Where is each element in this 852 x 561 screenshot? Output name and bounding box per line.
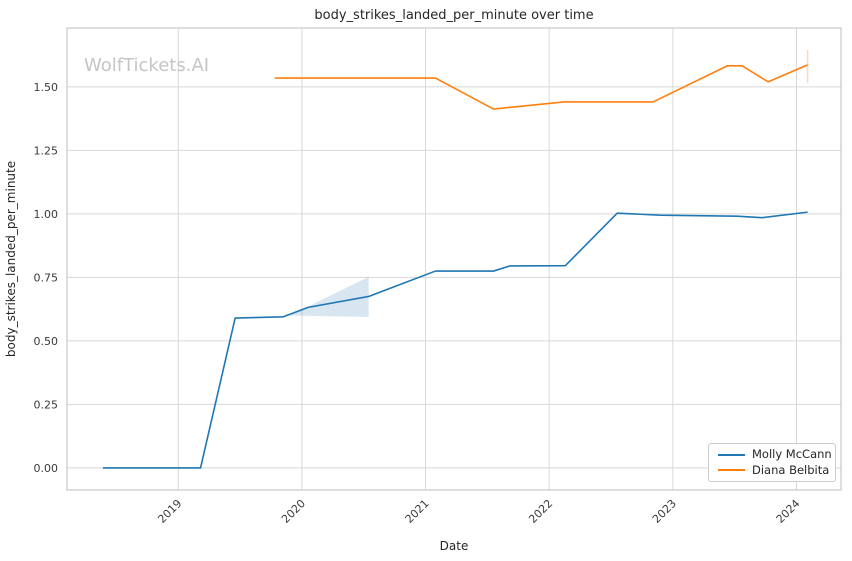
y-tick-label: 1.00 xyxy=(34,208,59,221)
legend-label: Diana Belbita xyxy=(752,462,830,477)
series-line-molly-mccann xyxy=(102,211,808,469)
legend: Molly McCann Diana Belbita xyxy=(708,443,836,482)
watermark: WolfTickets.AI xyxy=(84,55,209,76)
y-tick-label: 1.50 xyxy=(34,81,59,94)
y-tick-label: 0.00 xyxy=(34,462,59,475)
x-axis-label: Date xyxy=(440,539,469,553)
legend-line-swatch-orange xyxy=(718,469,745,472)
x-tick-label: 2022 xyxy=(526,497,555,526)
y-tick-label: 0.25 xyxy=(34,398,59,411)
chart-title: body_strikes_landed_per_minute over time xyxy=(314,8,593,23)
x-tick-label: 2020 xyxy=(279,497,308,526)
x-tick-label: 2021 xyxy=(403,497,432,526)
legend-line-swatch-blue xyxy=(718,453,745,456)
x-tick-label: 2024 xyxy=(774,497,803,526)
x-tick-label: 2023 xyxy=(650,497,679,526)
series-line-diana-belbita xyxy=(274,64,808,110)
legend-item-molly-mccann: Molly McCann xyxy=(709,447,835,461)
legend-item-diana-belbita: Diana Belbita xyxy=(709,462,835,477)
y-axis-label: body_strikes_landed_per_minute xyxy=(4,161,18,357)
plot-background xyxy=(67,28,841,490)
plot-frame xyxy=(66,27,842,491)
x-tick-label: 2019 xyxy=(155,497,184,526)
y-tick-label: 1.25 xyxy=(34,144,59,157)
y-tick-label: 0.50 xyxy=(34,335,59,348)
plot-area: 0.00 0.25 0.50 0.75 1.00 1.25 1.50 2019 2020 2021… xyxy=(34,27,842,526)
legend-label: Molly McCann xyxy=(752,447,832,461)
y-tick-label: 0.75 xyxy=(34,271,59,284)
